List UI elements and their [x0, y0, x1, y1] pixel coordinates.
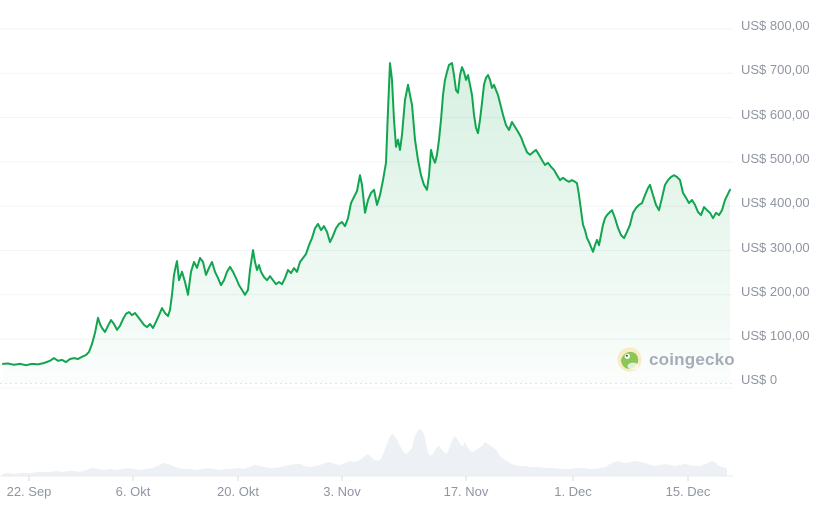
price-area-fill	[3, 63, 730, 384]
x-axis-label-2: 20. Okt	[217, 484, 259, 499]
price-line	[2, 62, 731, 367]
y-axis-label-400: US$ 400,00	[741, 195, 810, 211]
watermark-text: coingecko	[649, 349, 735, 369]
y-axis-label-700: US$ 700,00	[741, 62, 810, 78]
gecko-icon	[617, 347, 642, 372]
x-axis-label-6: 15. Dec	[665, 484, 711, 499]
y-axis-label-100: US$ 100,00	[741, 328, 810, 344]
y-axis-label-600: US$ 600,00	[741, 106, 810, 122]
y-axis-label-200: US$ 200,00	[741, 283, 810, 299]
coingecko-watermark: coingecko	[617, 347, 735, 372]
y-axis-label-500: US$ 500,00	[741, 150, 810, 166]
y-axis-label-0: US$ 0	[741, 372, 778, 388]
x-axis-label-1: 6. Okt	[115, 484, 151, 499]
volume-area	[2, 429, 727, 476]
x-axis-label-4: 17. Nov	[443, 484, 489, 499]
y-axis-label-300: US$ 300,00	[741, 239, 810, 255]
x-axis-label-0: 22. Sep	[6, 484, 52, 499]
y-axis-label-800: US$ 800,00	[741, 18, 810, 33]
x-axis-label-3: 3. Nov	[323, 484, 361, 499]
x-axis-label-5: 1. Dec	[554, 484, 592, 499]
